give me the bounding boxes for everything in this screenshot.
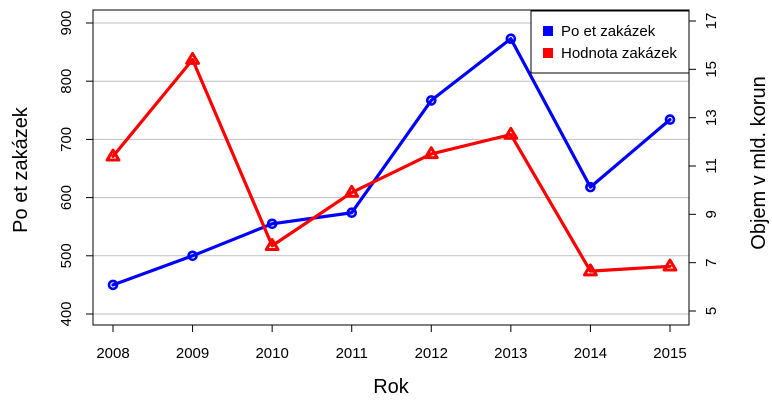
x-tick-label: 2012 (415, 345, 448, 362)
y-tick-label-right: 17 (703, 13, 720, 30)
series-line (111, 58, 672, 273)
legend-box (530, 10, 690, 74)
legend-swatch (543, 26, 553, 36)
axis-layer: 400 500 600 700 800 900 5 7 9 11 13 15 17 2008 2009 201… (58, 10, 720, 362)
data-point (187, 250, 198, 262)
data-point (425, 95, 437, 106)
data-point (503, 126, 519, 140)
data-point (266, 218, 278, 230)
y-tick-label-right: 5 (703, 307, 720, 315)
series-1 (107, 33, 676, 291)
legend: Po et zakázek Hodnota zakázek (530, 10, 690, 74)
series-2 (105, 51, 678, 277)
y-axis-label-right: Objem v mld. korun (748, 76, 770, 249)
data-point (107, 279, 119, 291)
data-point (346, 207, 358, 219)
legend-swatch (543, 48, 553, 58)
data-point (185, 51, 200, 65)
x-tick-label: 2009 (176, 345, 209, 362)
y-tick-label-left: 700 (58, 127, 75, 152)
series-line (111, 37, 672, 287)
data-point (664, 114, 676, 125)
y-tick-label-left: 400 (58, 301, 75, 326)
y-tick-label-right: 11 (703, 158, 720, 174)
y-tick-label-right: 15 (703, 61, 720, 78)
y-tick-label-left: 600 (58, 185, 75, 210)
x-tick-label: 2011 (336, 345, 368, 362)
y-tick-label-right: 13 (703, 109, 720, 126)
x-tick-label: 2015 (653, 345, 686, 362)
legend-label: Hodnota zakázek (561, 45, 677, 62)
y-axis-label-left: Po et zakázek (10, 106, 32, 233)
data-point (344, 184, 360, 198)
y-tick-label-right: 7 (703, 258, 720, 266)
y-tick-label-left: 500 (58, 243, 75, 268)
x-axis-label: Rok (373, 376, 410, 398)
data-point (662, 258, 678, 272)
x-tick-label: 2010 (255, 345, 288, 362)
y-tick-label-left: 800 (58, 69, 75, 94)
data-point (105, 148, 121, 162)
x-tick-label: 2014 (574, 345, 607, 362)
data-point (264, 238, 280, 251)
x-tick-label: 2008 (96, 345, 129, 362)
x-tick-label: 2013 (494, 345, 527, 362)
legend-label: Po et zakázek (561, 23, 656, 40)
data-point (423, 146, 439, 160)
data-point (585, 181, 596, 193)
data-point (583, 263, 598, 277)
y-tick-label-left: 900 (58, 10, 75, 35)
data-point (505, 33, 517, 45)
plot-frame (92, 9, 690, 326)
y-tick-label-right: 9 (703, 210, 720, 218)
series-layer (105, 33, 678, 291)
